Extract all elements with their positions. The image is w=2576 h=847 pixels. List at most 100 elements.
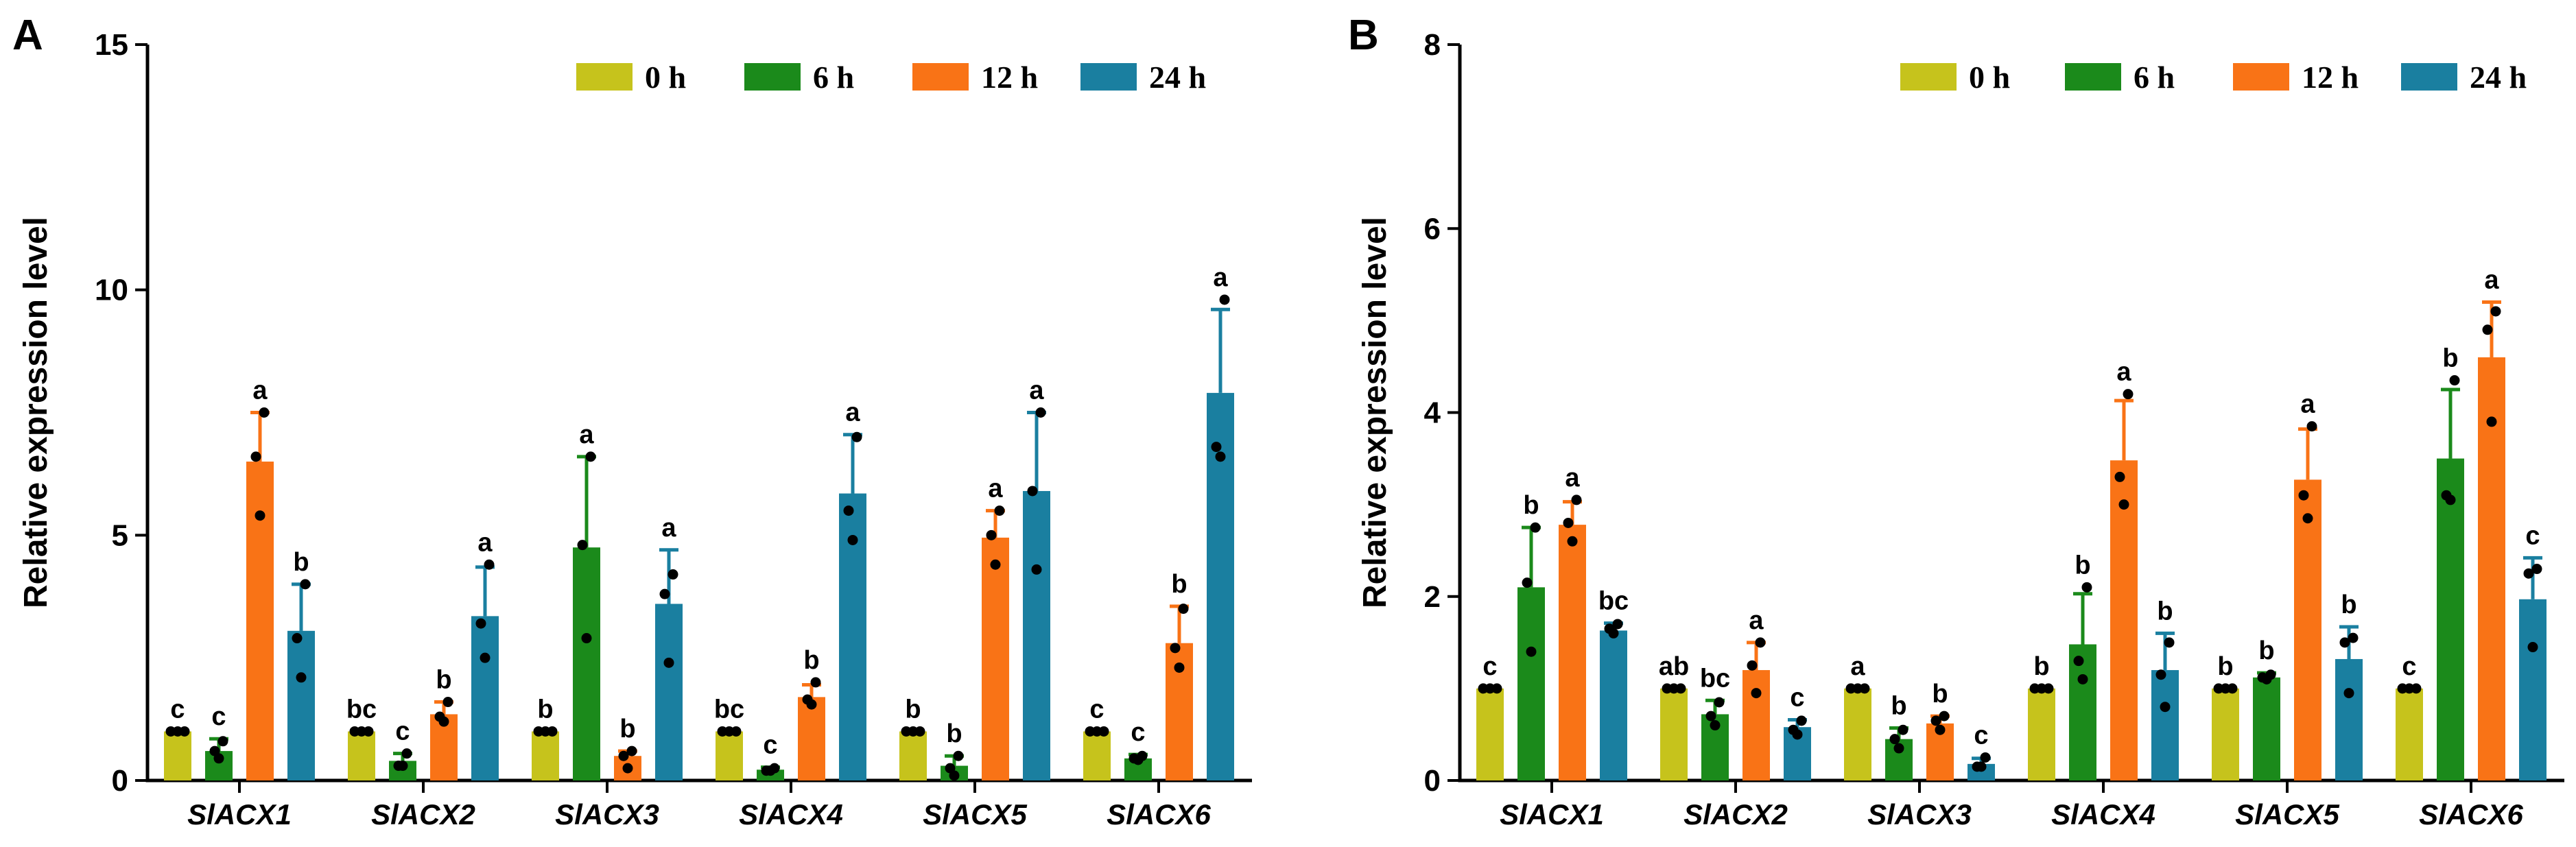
legend-label: 6 h xyxy=(2134,60,2175,95)
data-point xyxy=(1215,451,1226,462)
series-24h: b a a a a a xyxy=(287,263,1234,780)
data-point xyxy=(731,726,742,737)
significance-letter: b xyxy=(293,548,309,577)
bar xyxy=(2110,460,2138,780)
data-point xyxy=(1178,604,1189,615)
legend: 0 h 6 h 12 h 24 h xyxy=(1900,60,2527,95)
data-point xyxy=(1747,660,1758,671)
data-point xyxy=(618,750,629,761)
x-tick-label: SlACX5 xyxy=(923,798,1027,831)
bar xyxy=(164,731,191,780)
data-point xyxy=(2486,416,2497,427)
significance-letter: c xyxy=(1790,683,1804,712)
data-point xyxy=(1563,517,1574,528)
significance-letter: bc xyxy=(1700,664,1730,693)
data-point xyxy=(1211,442,1222,453)
data-point xyxy=(1930,715,1941,726)
bar xyxy=(532,731,559,780)
data-point xyxy=(438,716,449,727)
data-point xyxy=(1031,564,1042,575)
significance-letter: b xyxy=(2217,652,2233,681)
data-point xyxy=(2081,582,2092,593)
significance-letter: b xyxy=(619,715,635,743)
panel-b: B Relative expression level 0 2 4 6 8 SlACX1 SlA… xyxy=(1348,12,2564,831)
significance-letter: a xyxy=(988,475,1003,503)
data-point xyxy=(1491,683,1502,694)
significance-letter: a xyxy=(1565,464,1580,492)
significance-letter: b xyxy=(2157,597,2173,625)
x-tick-label: SlACX4 xyxy=(2051,798,2155,831)
data-point xyxy=(2445,494,2456,505)
significance-letter: c xyxy=(1089,695,1104,724)
y-axis-label: Relative expression level xyxy=(18,217,54,608)
data-point xyxy=(953,750,964,761)
data-point xyxy=(1859,683,1870,694)
data-point xyxy=(659,588,670,599)
data-point xyxy=(994,505,1005,516)
data-point xyxy=(2527,642,2538,653)
significance-letter: bc xyxy=(346,695,377,724)
bar xyxy=(1660,688,1688,780)
legend-label: 12 h xyxy=(2302,60,2359,95)
data-point xyxy=(949,770,960,781)
panel-letter: A xyxy=(12,12,43,59)
data-point xyxy=(1939,711,1950,721)
significance-letter: ab xyxy=(1659,652,1689,681)
significance-letter: a xyxy=(2484,266,2499,295)
bar xyxy=(2437,458,2464,780)
x-tick-label: SlACX6 xyxy=(1107,798,1211,831)
data-point xyxy=(2306,421,2317,432)
data-point xyxy=(2298,490,2309,501)
bar xyxy=(2028,688,2055,780)
data-point xyxy=(2261,673,2272,684)
significance-letter: bc xyxy=(714,695,744,724)
data-point xyxy=(2118,499,2129,510)
data-point xyxy=(986,529,997,540)
significance-letter: b xyxy=(537,695,553,724)
data-point xyxy=(581,633,592,644)
data-point xyxy=(2343,688,2354,699)
data-point xyxy=(217,736,228,747)
data-point xyxy=(1567,536,1578,547)
legend-swatch xyxy=(2065,63,2121,91)
data-point xyxy=(1219,294,1230,305)
bar xyxy=(716,731,743,780)
significance-letter: b xyxy=(2258,636,2274,665)
data-point xyxy=(847,534,858,545)
significance-letter: b xyxy=(1891,692,1906,721)
significance-letter: a xyxy=(845,398,860,427)
data-point xyxy=(250,451,261,462)
bar xyxy=(1083,731,1111,780)
bar xyxy=(2253,677,2280,780)
data-point xyxy=(2411,683,2422,694)
data-point xyxy=(484,559,495,570)
data-point xyxy=(2160,702,2171,713)
data-point xyxy=(1976,761,1987,772)
legend-swatch xyxy=(576,63,633,91)
significance-letter: b xyxy=(905,695,921,724)
data-point xyxy=(255,510,265,521)
data-point xyxy=(2043,683,2054,694)
data-point xyxy=(1714,697,1725,708)
data-point xyxy=(2155,669,2166,680)
data-point xyxy=(2164,637,2175,648)
significance-letter: a xyxy=(2300,390,2315,419)
data-point xyxy=(1612,619,1623,630)
x-tick-label: SlACX1 xyxy=(1500,798,1604,831)
bar xyxy=(2478,357,2505,780)
x-tick-label: SlACX5 xyxy=(2235,798,2339,831)
data-point xyxy=(1027,486,1038,497)
data-point xyxy=(626,745,637,756)
data-point xyxy=(547,726,558,737)
data-point xyxy=(1170,643,1181,654)
legend-swatch xyxy=(1080,63,1137,91)
significance-letter: c xyxy=(395,717,410,746)
data-point xyxy=(2531,564,2542,575)
data-point xyxy=(1571,494,1582,505)
data-point xyxy=(259,407,270,418)
data-point xyxy=(179,726,190,737)
data-point xyxy=(1675,683,1686,694)
significance-letter: c xyxy=(1131,718,1145,747)
